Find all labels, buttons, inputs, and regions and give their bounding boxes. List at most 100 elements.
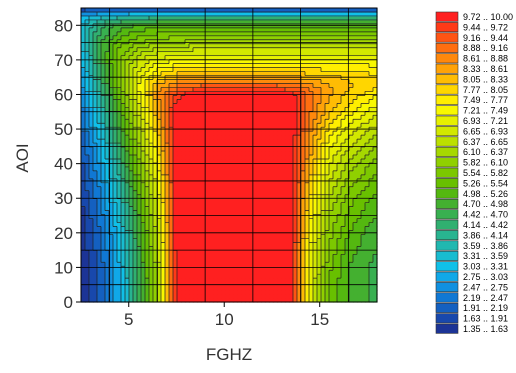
contour-cell — [353, 147, 358, 152]
contour-cell — [345, 214, 350, 220]
contour-cell — [213, 222, 218, 228]
contour-cell — [205, 174, 210, 180]
contour-cell — [325, 182, 330, 188]
contour-cell — [357, 127, 362, 132]
contour-cell — [89, 123, 94, 128]
contour-cell — [161, 278, 166, 283]
contour-cell — [225, 55, 230, 61]
contour-cell — [185, 75, 190, 81]
contour-cell — [313, 182, 318, 188]
contour-cell — [353, 99, 358, 104]
contour-cell — [293, 242, 298, 247]
contour-cell — [301, 286, 306, 291]
contour-cell — [129, 218, 134, 224]
contour-cell — [85, 151, 90, 156]
contour-cell — [249, 226, 254, 232]
contour-cell — [321, 246, 326, 251]
contour-cell — [193, 75, 198, 81]
contour-cell — [93, 258, 98, 263]
contour-cell — [85, 186, 90, 192]
contour-cell — [109, 31, 114, 37]
contour-cell — [189, 194, 194, 200]
contour-cell — [121, 35, 126, 41]
contour-cell — [81, 202, 86, 208]
contour-cell — [325, 198, 330, 204]
contour-cell — [225, 190, 230, 196]
contour-cell — [261, 91, 266, 96]
contour-cell — [213, 75, 218, 81]
contour-cell — [277, 298, 282, 303]
contour-cell — [213, 242, 218, 247]
contour-cell — [209, 31, 214, 37]
contour-cell — [153, 107, 158, 112]
contour-cell — [369, 99, 374, 104]
contour-cell — [149, 242, 154, 247]
contour-cell — [133, 35, 138, 41]
contour-cell — [169, 202, 174, 208]
contour-cell — [129, 143, 134, 148]
contour-cell — [241, 79, 246, 85]
contour-cell — [257, 123, 262, 128]
contour-cell — [253, 99, 258, 104]
contour-cell — [193, 246, 198, 251]
contour-cell — [93, 186, 98, 192]
contour-cell — [245, 39, 250, 45]
contour-cell — [81, 274, 86, 279]
contour-cell — [237, 99, 242, 104]
contour-cell — [265, 190, 270, 196]
contour-cell — [373, 190, 378, 196]
contour-cell — [133, 31, 138, 37]
contour-cell — [145, 158, 150, 164]
contour-cell — [89, 135, 94, 140]
contour-cell — [249, 274, 254, 279]
contour-cell — [269, 75, 274, 81]
contour-cell — [277, 147, 282, 152]
contour-cell — [249, 210, 254, 216]
contour-cell — [113, 170, 118, 176]
contour-cell — [145, 103, 150, 108]
contour-cell — [337, 258, 342, 263]
contour-cell — [305, 270, 310, 275]
contour-cell — [217, 270, 222, 275]
contour-cell — [269, 95, 274, 100]
contour-cell — [229, 151, 234, 156]
contour-cell — [173, 95, 178, 100]
contour-cell — [369, 234, 374, 240]
contour-cell — [229, 194, 234, 200]
contour-cell — [333, 190, 338, 196]
contour-cell — [189, 250, 194, 255]
contour-cell — [289, 250, 294, 255]
contour-cell — [97, 115, 102, 120]
contour-cell — [169, 290, 174, 295]
contour-cell — [241, 222, 246, 228]
contour-cell — [309, 198, 314, 204]
contour-cell — [213, 290, 218, 295]
contour-cell — [85, 147, 90, 152]
contour-cell — [265, 290, 270, 295]
contour-cell — [361, 63, 366, 69]
contour-cell — [85, 270, 90, 275]
contour-cell — [225, 131, 230, 136]
contour-cell — [93, 99, 98, 104]
contour-cell — [285, 270, 290, 275]
contour-cell — [329, 226, 334, 232]
contour-cell — [333, 278, 338, 283]
contour-cell — [273, 226, 278, 232]
contour-cell — [293, 147, 298, 152]
contour-cell — [341, 254, 346, 259]
contour-cell — [133, 87, 138, 93]
contour-cell — [153, 67, 158, 73]
contour-cell — [281, 39, 286, 45]
contour-cell — [313, 59, 318, 65]
contour-cell — [93, 67, 98, 73]
contour-cell — [277, 226, 282, 232]
contour-cell — [333, 222, 338, 228]
contour-cell — [361, 47, 366, 53]
contour-cell — [133, 226, 138, 232]
contour-cell — [181, 210, 186, 216]
contour-cell — [241, 170, 246, 176]
contour-cell — [305, 123, 310, 128]
contour-cell — [113, 35, 118, 41]
contour-cell — [125, 87, 130, 93]
contour-cell — [297, 162, 302, 168]
